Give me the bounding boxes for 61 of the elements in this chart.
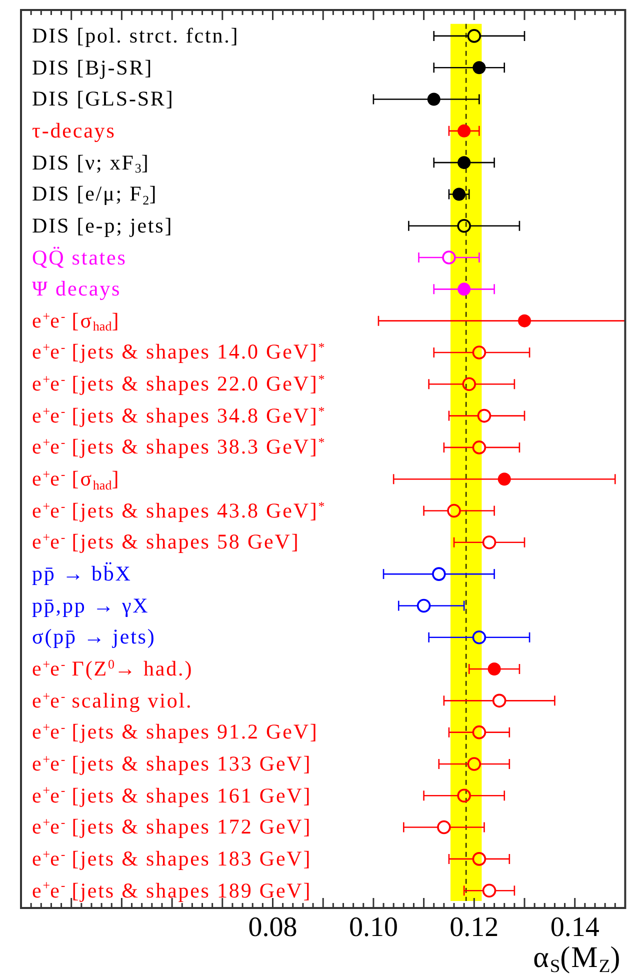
y-tick-label: e$^{+}$e$^{-}$ [jets & shapes 38.3 GeV]$^{*}$	[32, 434, 325, 459]
y-tick-label: Ψ decays	[32, 276, 122, 301]
y-tick-label: σ(pp̄ → jets)	[32, 624, 156, 649]
point	[452, 188, 466, 201]
y-tick-label: e$^{+}$e$^{-}$ [jets & shapes 183 GeV]	[32, 846, 312, 870]
point	[467, 29, 482, 43]
y-tick-label: e$^{+}$e$^{-}$ Γ(Z$^{0}$→ had.)	[32, 656, 194, 681]
y-tick-label: pp̄,pp → γX	[32, 593, 150, 618]
y-tick-label: τ-decays	[32, 118, 116, 142]
y-tick-label: e$^{+}$e$^{-}$ [jets & shapes 172 GeV]	[32, 814, 312, 839]
y-tick-label: e$^{+}$e$^{-}$ [jets & shapes 14.0 GeV]$^{*}$	[32, 340, 325, 364]
point	[472, 725, 486, 740]
point	[458, 282, 471, 296]
y-tick-label: DIS [pol. strct. fctn.]	[32, 23, 240, 48]
point	[457, 788, 471, 803]
point	[457, 218, 471, 233]
y-tick-label: DIS [Bj-SR]	[32, 55, 153, 80]
y-tick-label: e$^{+}$e$^{-}$ [jets & shapes 91.2 GeV]	[32, 720, 318, 744]
point	[442, 250, 456, 264]
y-tick-label: DIS [GLS-SR]	[32, 86, 174, 111]
point	[472, 346, 486, 360]
point	[427, 92, 440, 106]
point	[498, 472, 511, 486]
point	[458, 156, 471, 170]
y-tick-label: e$^{+}$e$^{-}$ [jets & shapes 34.8 GeV]$^{*}$	[32, 403, 325, 428]
point	[458, 124, 471, 138]
y-tick-label: e$^{+}$e$^{-}$ scaling viol.	[32, 688, 193, 712]
y-tick-label: pp̄ → bb̈X	[32, 562, 132, 586]
y-tick-label: DIS [e/μ; F$_{2}$]	[32, 182, 158, 208]
point	[467, 757, 482, 771]
x-tick-label: 0.10	[348, 912, 398, 944]
point	[447, 504, 461, 518]
y-tick-label: DIS [ν; xF$_{3}$]	[32, 150, 150, 176]
y-tick-label: e$^{+}$e$^{-}$ [jets & shapes 161 GeV]	[32, 782, 312, 808]
y-tick-label: e$^{+}$e$^{-}$ [jets & shapes 133 GeV]	[32, 751, 312, 776]
y-tick-label: QQ̈ states	[32, 245, 127, 270]
y-tick-label: e$^{+}$e$^{-}$ [σ$_{had}$]	[32, 466, 120, 492]
point	[432, 567, 446, 581]
y-tick-label: e$^{+}$e$^{-}$ [jets & shapes 22.0 GeV]$^{*}$	[32, 371, 325, 396]
point	[477, 408, 492, 423]
point	[472, 630, 486, 644]
y-tick-label: e$^{+}$e$^{-}$ [σ$_{had}$]	[32, 308, 120, 334]
point	[482, 536, 496, 550]
point	[488, 662, 501, 676]
y-tick-label: DIS [e-p; jets]	[32, 213, 174, 238]
point	[472, 440, 486, 454]
point	[492, 694, 506, 708]
point	[482, 884, 496, 898]
point	[472, 61, 486, 74]
y-tick-label: e$^{+}$e$^{-}$ [jets & shapes 43.8 GeV]$^{*}$	[32, 498, 325, 522]
y-tick-label: e$^{+}$e$^{-}$ [jets & shapes 58 GeV]	[32, 530, 300, 554]
point	[472, 852, 486, 866]
x-tick-label: 0.14	[550, 912, 600, 944]
point	[416, 598, 431, 613]
point	[437, 820, 451, 834]
x-tick-label: 0.12	[450, 912, 499, 944]
x-axis-title: α$_{S}$(M$_{Z}$)	[533, 941, 622, 978]
point	[462, 377, 476, 392]
x-tick-label: 0.08	[248, 912, 298, 944]
y-tick-label: e$^{+}$e$^{-}$ [jets & shapes 189 GeV]	[32, 878, 312, 902]
point	[518, 314, 531, 328]
